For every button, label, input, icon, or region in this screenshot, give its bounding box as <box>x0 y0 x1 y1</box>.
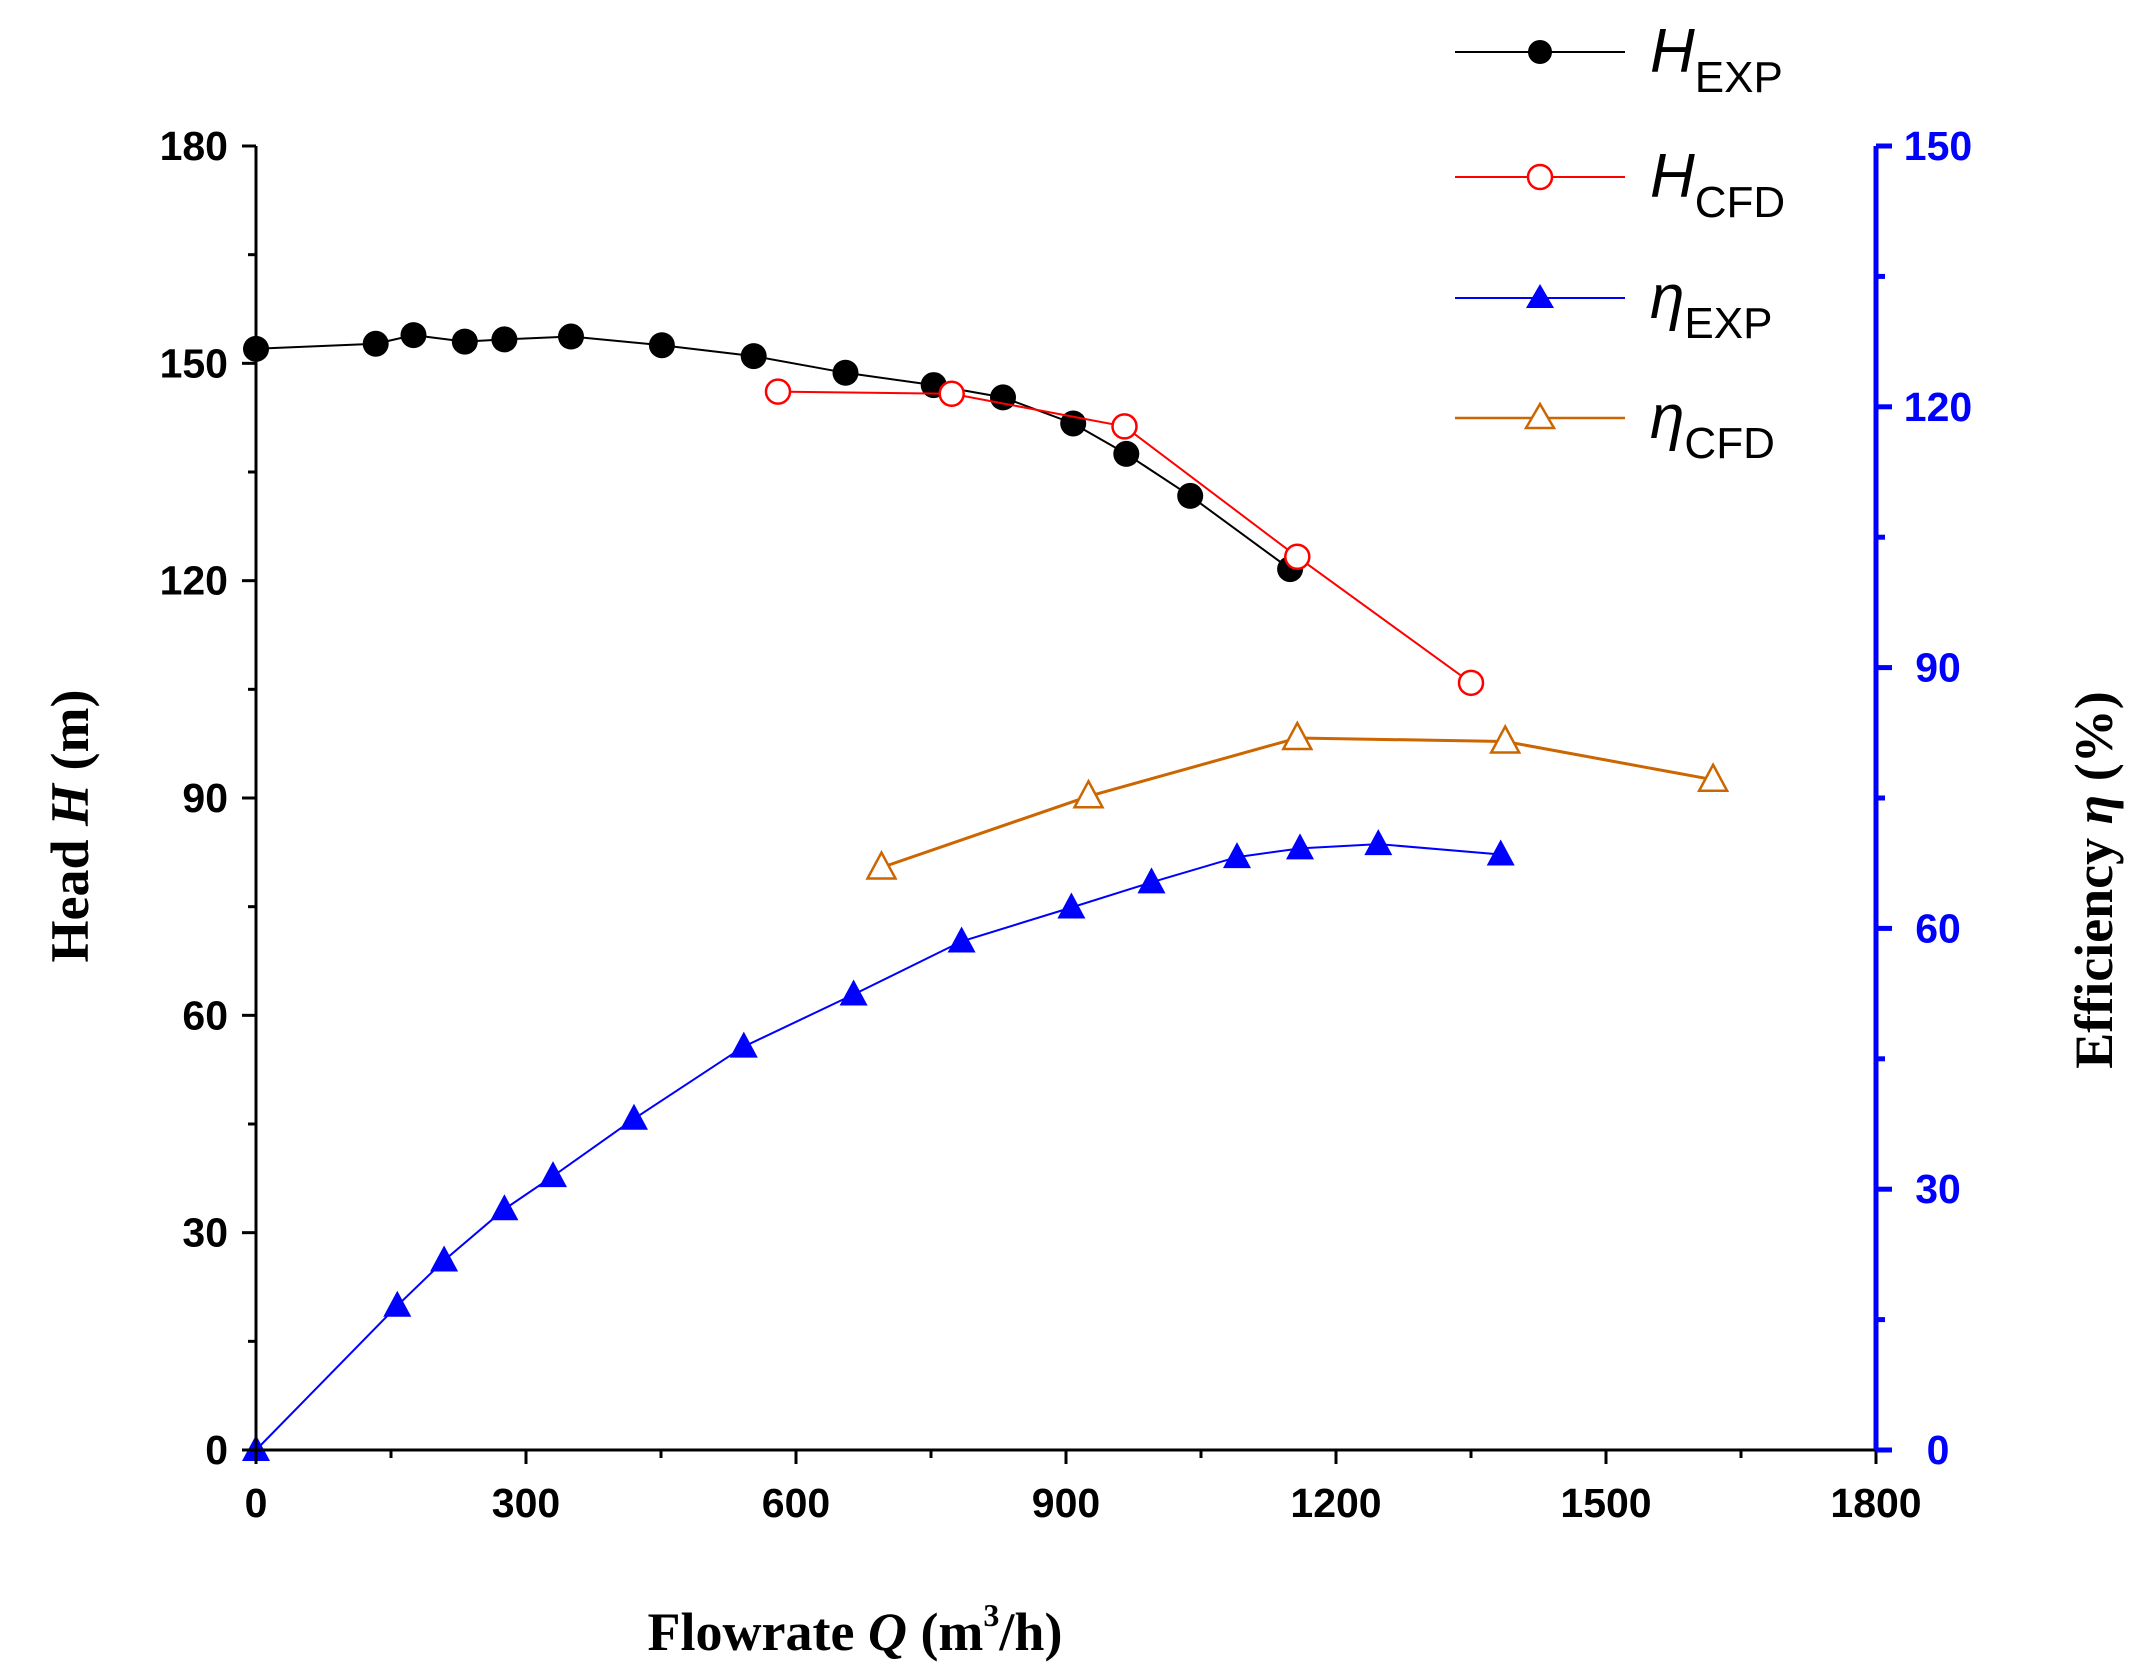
data-point-eta-exp <box>539 1161 567 1188</box>
legend-marker-eta-exp <box>1526 284 1554 308</box>
x-tick-label: 1800 <box>1830 1480 1921 1526</box>
data-point-h-exp <box>451 328 478 355</box>
data-point-eta-cfd <box>1281 720 1314 751</box>
data-point-eta-cfd <box>1072 778 1105 809</box>
series-layer <box>242 322 1730 1461</box>
legend-item-eta-cfd: ηCFD <box>1455 383 1775 468</box>
data-point-h-cfd <box>1111 413 1138 440</box>
data-point-h-exp <box>362 330 389 357</box>
data-point-eta-cfd <box>1489 723 1522 754</box>
y-left-tick-label: 30 <box>182 1210 228 1256</box>
legend-marker-h-cfd <box>1526 163 1554 191</box>
y-left-tick-label: 180 <box>160 123 228 169</box>
data-point-eta-exp <box>1486 839 1515 866</box>
y-right-tick-label: 150 <box>1904 123 1972 169</box>
y-right-tick-label: 90 <box>1915 645 1961 691</box>
data-point-h-exp <box>1113 440 1140 467</box>
data-point-eta-cfd <box>865 849 898 880</box>
y-right-tick-label: 0 <box>1927 1427 1950 1473</box>
y-right-tick-label: 60 <box>1915 905 1961 951</box>
x-tick-label: 1500 <box>1560 1480 1651 1526</box>
x-tick-label: 1200 <box>1290 1480 1381 1526</box>
y-left-tick-label: 90 <box>182 775 228 821</box>
x-tick-label: 0 <box>245 1480 268 1526</box>
legend-marker-eta-cfd <box>1523 401 1557 430</box>
data-point-h-cfd <box>938 380 965 408</box>
data-point-eta-exp <box>947 926 976 953</box>
x-tick-label: 600 <box>762 1480 830 1526</box>
legend-item-h-cfd: HCFD <box>1455 142 1785 227</box>
data-point-h-exp <box>558 323 584 350</box>
data-point-h-exp <box>400 322 427 349</box>
y-right-tick-label: 30 <box>1915 1166 1961 1212</box>
axes-layer: 0 300 600 900 1200 1500 1800030609012015018003… <box>160 123 1973 1526</box>
y-left-tick-label: 0 <box>205 1427 228 1473</box>
data-point-eta-exp <box>383 1290 412 1317</box>
y-axis-left-title: Head H (m) <box>40 690 100 963</box>
data-point-h-exp <box>648 332 675 359</box>
legend-item-h-exp: HEXP <box>1455 17 1783 102</box>
y-right-tick-label: 120 <box>1904 384 1972 430</box>
data-point-eta-exp <box>1364 829 1393 856</box>
x-axis-title: Flowrate Q (m3/h) <box>648 1597 1063 1662</box>
data-point-h-exp <box>832 359 859 386</box>
data-point-h-cfd <box>1457 669 1485 697</box>
data-point-eta-cfd <box>1697 762 1730 792</box>
data-point-eta-exp <box>839 979 868 1006</box>
data-point-eta-exp <box>1286 833 1314 860</box>
data-point-eta-exp <box>1057 892 1086 919</box>
x-tick-label: 300 <box>492 1480 560 1526</box>
data-point-h-cfd <box>1284 543 1311 571</box>
data-point-eta-exp <box>1223 842 1251 869</box>
y-left-tick-label: 150 <box>160 340 228 386</box>
legend-label-eta-exp: ηEXP <box>1650 263 1772 348</box>
legend-label-eta-cfd: ηCFD <box>1650 383 1775 468</box>
data-point-h-exp <box>1177 482 1204 509</box>
data-point-eta-exp <box>620 1103 648 1130</box>
y-axis-right-title: Efficiency η (%) <box>2064 691 2124 1069</box>
legend: HEXP HCFD ηEXP ηCFD <box>1455 17 1785 468</box>
data-point-eta-exp <box>490 1194 519 1221</box>
legend-marker-h-exp <box>1528 40 1552 64</box>
legend-label-h-cfd: HCFD <box>1650 142 1785 227</box>
data-point-h-exp <box>990 384 1016 411</box>
data-point-eta-exp <box>1137 867 1166 894</box>
y-left-tick-label: 60 <box>182 992 228 1038</box>
data-point-eta-exp <box>729 1031 758 1058</box>
x-tick-label: 900 <box>1032 1480 1100 1526</box>
y-left-tick-label: 120 <box>160 558 228 604</box>
data-point-h-cfd <box>764 378 792 405</box>
data-point-h-exp <box>491 326 518 353</box>
legend-label-h-exp: HEXP <box>1650 17 1783 102</box>
legend-item-eta-exp: ηEXP <box>1455 263 1772 348</box>
data-point-h-exp <box>740 343 767 370</box>
data-point-eta-exp <box>430 1245 459 1272</box>
